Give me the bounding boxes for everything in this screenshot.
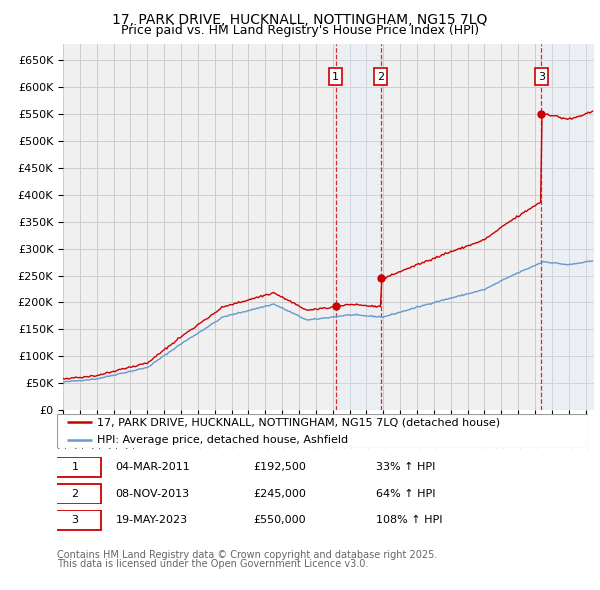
Text: 108% ↑ HPI: 108% ↑ HPI [376,516,442,525]
Text: 17, PARK DRIVE, HUCKNALL, NOTTINGHAM, NG15 7LQ: 17, PARK DRIVE, HUCKNALL, NOTTINGHAM, NG… [112,13,488,27]
Text: £192,500: £192,500 [253,463,307,472]
Text: This data is licensed under the Open Government Licence v3.0.: This data is licensed under the Open Gov… [57,559,368,569]
FancyBboxPatch shape [49,510,101,530]
Text: 19-MAY-2023: 19-MAY-2023 [115,516,188,525]
Text: 1: 1 [71,463,79,472]
Text: Contains HM Land Registry data © Crown copyright and database right 2025.: Contains HM Land Registry data © Crown c… [57,550,437,560]
Text: £550,000: £550,000 [253,516,306,525]
Text: £245,000: £245,000 [253,489,307,499]
Text: 3: 3 [538,71,545,81]
Text: 1: 1 [332,71,339,81]
FancyBboxPatch shape [49,457,101,477]
Bar [335,44,381,410]
Text: 2: 2 [71,489,79,499]
Text: Price paid vs. HM Land Registry's House Price Index (HPI): Price paid vs. HM Land Registry's House … [121,24,479,37]
Text: 2: 2 [377,71,385,81]
Text: 08-NOV-2013: 08-NOV-2013 [115,489,190,499]
Text: 33% ↑ HPI: 33% ↑ HPI [376,463,435,472]
Text: HPI: Average price, detached house, Ashfield: HPI: Average price, detached house, Ashf… [97,434,348,444]
Text: 3: 3 [71,516,79,525]
Text: 64% ↑ HPI: 64% ↑ HPI [376,489,435,499]
Bar [541,44,594,410]
FancyBboxPatch shape [49,484,101,504]
Text: 17, PARK DRIVE, HUCKNALL, NOTTINGHAM, NG15 7LQ (detached house): 17, PARK DRIVE, HUCKNALL, NOTTINGHAM, NG… [97,417,500,427]
Text: 04-MAR-2011: 04-MAR-2011 [115,463,190,472]
